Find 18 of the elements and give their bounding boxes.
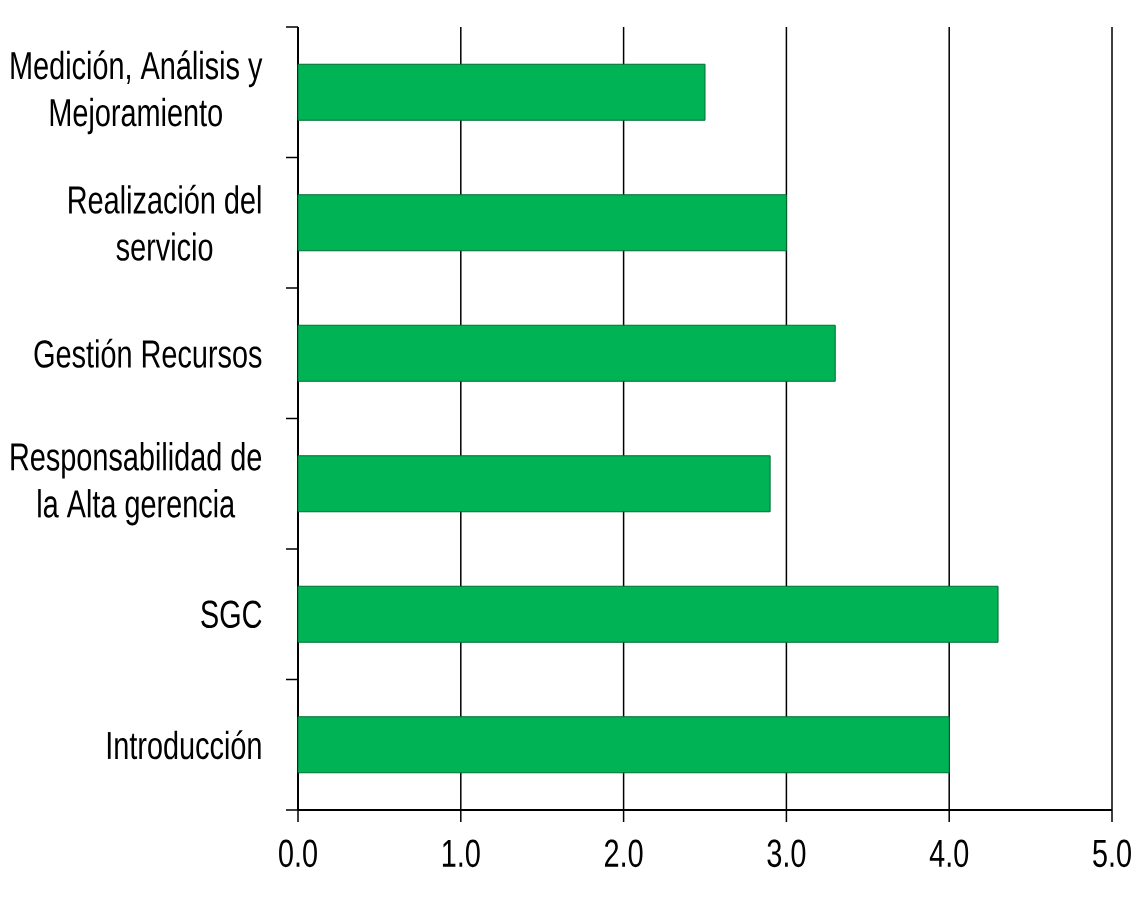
bar bbox=[297, 63, 706, 121]
y-tick-label: Medición, Análisis y Mejoramiento bbox=[11, 50, 263, 135]
bar bbox=[297, 716, 950, 774]
bar bbox=[297, 455, 771, 513]
y-tick-label: Gestión Recursos bbox=[34, 338, 262, 368]
bar bbox=[297, 324, 836, 382]
x-tick-label: 2.0 bbox=[605, 839, 643, 868]
bar bbox=[297, 194, 787, 252]
y-tick-label: Responsabilidad de la Alta gerencia bbox=[11, 442, 262, 526]
x-tick-label: 0.0 bbox=[279, 839, 317, 868]
bar bbox=[297, 585, 999, 643]
x-tick-label: 4.0 bbox=[929, 839, 969, 868]
y-tick-label: SGC bbox=[201, 600, 262, 629]
y-tick-label: Realización del servicio bbox=[69, 184, 261, 261]
x-tick-label: 5.0 bbox=[1093, 839, 1131, 868]
y-tick-label: Introducción bbox=[107, 730, 261, 760]
x-tick-label: 1.0 bbox=[442, 839, 480, 868]
x-tick-label: 3.0 bbox=[767, 839, 806, 868]
